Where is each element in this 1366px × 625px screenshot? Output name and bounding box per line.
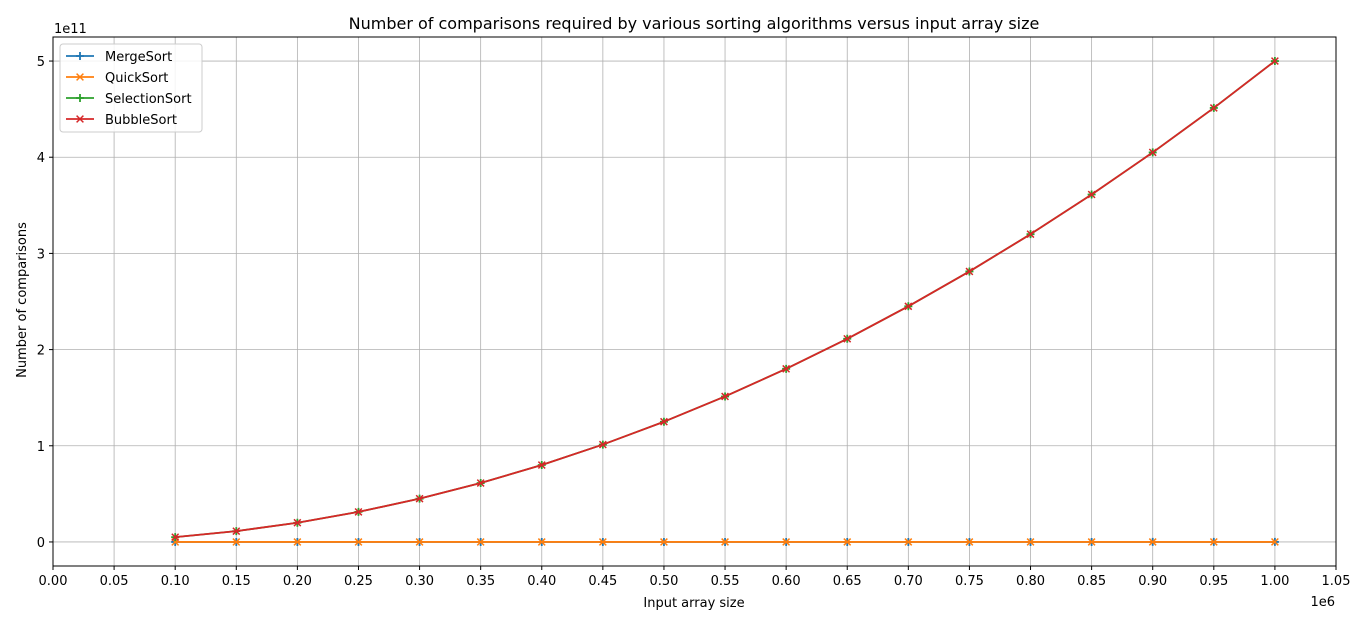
legend-label: BubbleSort (105, 113, 177, 128)
x-tick-label: 0.10 (161, 574, 190, 589)
chart-title: Number of comparisons required by variou… (349, 14, 1040, 33)
plot-frame (52, 36, 1337, 567)
data-point-bubblesort (660, 417, 668, 426)
series-quicksort (171, 537, 1279, 546)
data-point-bubblesort (415, 494, 424, 503)
data-point-quicksort (415, 538, 424, 546)
x-tick-label: 0.70 (894, 574, 923, 589)
data-point-bubblesort (537, 461, 546, 469)
data-point-bubblesort (1087, 190, 1096, 199)
x-tick-label: 0.90 (1138, 574, 1167, 589)
x-tick-label: 0.85 (1077, 574, 1106, 589)
data-point-bubblesort (293, 518, 302, 527)
data-point-bubblesort (1026, 230, 1035, 239)
x-tick-label: 0.05 (100, 574, 129, 589)
data-point-bubblesort (782, 364, 791, 373)
data-point-bubblesort (476, 479, 485, 487)
data-point-bubblesort (232, 527, 241, 536)
x-tick-label: 1.05 (1322, 574, 1351, 589)
y-axis-label: Number of comparisons (15, 222, 30, 378)
y-axis-offset-label: 1e11 (54, 22, 87, 37)
x-tick-label: 0.15 (222, 574, 251, 589)
x-tick-label: 0.50 (649, 574, 678, 589)
data-point-quicksort (476, 538, 485, 546)
data-point-quicksort (1270, 537, 1279, 546)
legend-item: BubbleSort (66, 113, 177, 128)
legend-marker (76, 115, 84, 123)
x-axis-offset-label: 1e6 (1310, 595, 1335, 610)
x-axis-label: Input array size (643, 596, 744, 611)
x-tick-label: 0.30 (405, 574, 434, 589)
data-point-bubblesort (1270, 57, 1279, 65)
y-axis: 0 1 2 3 4 5 (37, 55, 53, 551)
data-point-bubblesort (598, 440, 607, 449)
x-tick-label: 0.00 (39, 574, 68, 589)
x-tick-label: 0.75 (955, 574, 984, 589)
data-point-quicksort (1087, 538, 1096, 546)
x-tick-label: 0.45 (588, 574, 617, 589)
legend-label: QuickSort (105, 71, 168, 86)
legend-marker (76, 73, 84, 81)
legend-box (59, 43, 203, 133)
data-point-quicksort (537, 538, 546, 546)
x-tick-label: 0.20 (283, 574, 312, 589)
data-point-quicksort (232, 538, 241, 546)
data-point-quicksort (782, 538, 791, 546)
data-point-quicksort (1148, 538, 1157, 546)
legend-item: SelectionSort (66, 92, 192, 107)
legend: MergeSort QuickSort SelectionSort BubbleSor… (59, 43, 203, 133)
y-tick-label: 3 (37, 247, 45, 262)
data-point-quicksort (660, 538, 668, 546)
x-tick-label: 0.95 (1199, 574, 1228, 589)
legend-label: MergeSort (105, 50, 172, 65)
data-point-quicksort (904, 538, 913, 546)
legend-item: MergeSort (66, 50, 172, 65)
y-tick-label: 2 (37, 344, 45, 359)
data-point-quicksort (293, 538, 302, 546)
data-point-quicksort (1209, 538, 1218, 546)
data-point-bubblesort (843, 334, 852, 343)
data-point-bubblesort (965, 267, 974, 276)
x-tick-label: 0.80 (1016, 574, 1045, 589)
x-tick-label: 0.55 (711, 574, 740, 589)
y-tick-label: 0 (37, 536, 45, 551)
data-point-quicksort (965, 538, 974, 546)
data-point-bubblesort (1148, 148, 1157, 157)
x-tick-label: 0.40 (527, 574, 556, 589)
x-tick-label: 0.60 (772, 574, 801, 589)
legend-marker (76, 94, 84, 102)
data-point-bubblesort (721, 392, 729, 401)
data-point-bubblesort (904, 302, 913, 311)
data-point-quicksort (354, 538, 363, 546)
legend-item: QuickSort (66, 71, 168, 86)
y-tick-label: 5 (37, 55, 45, 70)
y-tick-label: 4 (37, 151, 45, 166)
data-point-bubblesort (171, 533, 180, 542)
y-tick-label: 1 (37, 440, 45, 455)
data-point-bubblesort (354, 507, 363, 516)
legend-marker (76, 52, 84, 60)
x-axis: 0.00 0.05 0.10 0.15 0.20 0.25 0.30 0.35 0.40 0.45… (39, 566, 1351, 589)
data-point-quicksort (598, 538, 607, 546)
legend-label: SelectionSort (105, 92, 192, 107)
series-layer (171, 57, 1279, 546)
x-tick-label: 0.35 (466, 574, 495, 589)
data-point-quicksort (843, 538, 852, 546)
x-tick-label: 0.25 (344, 574, 373, 589)
data-point-quicksort (721, 538, 729, 546)
data-point-quicksort (1026, 538, 1035, 546)
series-bubblesort (171, 57, 1279, 542)
x-tick-label: 1.00 (1260, 574, 1289, 589)
x-tick-label: 0.65 (833, 574, 862, 589)
data-point-bubblesort (1209, 104, 1218, 112)
